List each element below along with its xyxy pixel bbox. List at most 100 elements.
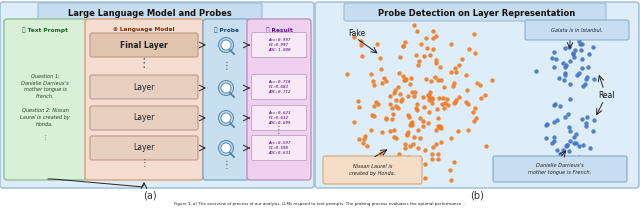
Point: [342, 72, 352, 76]
Point: [440, 101, 450, 104]
Point: [555, 105, 565, 108]
Point: [450, 100, 460, 103]
Point: [454, 63, 464, 67]
Circle shape: [221, 83, 231, 93]
Point: [446, 70, 456, 74]
Text: ⋮: ⋮: [221, 160, 231, 170]
Point: [401, 78, 412, 81]
Point: [416, 43, 426, 46]
Point: [372, 43, 382, 46]
Point: [531, 69, 541, 72]
Point: [431, 62, 441, 65]
Text: ⊕ Language Model: ⊕ Language Model: [113, 27, 175, 33]
Point: [420, 78, 431, 81]
Point: [565, 130, 575, 133]
Point: [487, 79, 497, 82]
Point: [461, 73, 471, 76]
Text: Probe Detection on Layer Representation: Probe Detection on Layer Representation: [378, 9, 575, 17]
Point: [542, 122, 552, 126]
Point: [564, 125, 574, 128]
Point: [395, 56, 405, 59]
Point: [559, 162, 569, 166]
Point: [412, 63, 422, 67]
Point: [562, 144, 572, 147]
Text: Layer: Layer: [133, 82, 155, 92]
Point: [548, 103, 559, 107]
Point: [581, 121, 591, 125]
Point: [554, 76, 564, 80]
Point: [397, 97, 407, 101]
Point: [433, 125, 444, 129]
Point: [371, 100, 381, 104]
Point: [357, 54, 367, 58]
Point: [428, 145, 438, 149]
Point: [405, 123, 415, 127]
Point: [391, 136, 401, 140]
Text: Figure 1: a) The overview of process of our analysis. LLMs respond to text promp: Figure 1: a) The overview of process of …: [175, 202, 465, 206]
FancyBboxPatch shape: [315, 2, 639, 188]
Point: [424, 95, 434, 99]
Point: [552, 148, 563, 152]
Point: [420, 149, 430, 152]
Point: [463, 129, 473, 132]
Point: [379, 76, 389, 80]
Point: [349, 120, 359, 123]
Point: [415, 136, 425, 140]
Text: Acc:0.623
F1:0.632
AUC:0.699: Acc:0.623 F1:0.632 AUC:0.699: [268, 111, 291, 125]
Point: [564, 98, 575, 101]
Text: ⋮: ⋮: [274, 125, 284, 135]
Point: [422, 47, 432, 50]
Point: [449, 82, 460, 85]
Point: [570, 48, 580, 52]
Point: [588, 46, 598, 49]
Text: Real: Real: [598, 91, 615, 99]
Text: 📋 Result: 📋 Result: [266, 27, 292, 33]
Point: [447, 85, 458, 88]
Text: Acc:0.997
F1:0.997
AUC:1.000: Acc:0.997 F1:0.997 AUC:1.000: [268, 38, 291, 52]
Point: [568, 52, 579, 55]
Point: [403, 155, 413, 159]
Point: [433, 124, 443, 127]
Point: [421, 36, 431, 40]
Point: [565, 83, 575, 86]
Point: [392, 178, 403, 181]
Point: [356, 40, 366, 43]
Point: [431, 34, 441, 38]
Point: [548, 135, 559, 138]
Point: [394, 153, 404, 156]
Point: [561, 65, 571, 68]
Point: [438, 85, 449, 89]
Point: [415, 116, 425, 119]
Point: [573, 155, 584, 159]
Point: [358, 141, 368, 145]
Point: [398, 74, 408, 78]
Point: [391, 98, 401, 101]
Point: [406, 120, 417, 124]
Point: [388, 136, 399, 139]
Point: [398, 44, 408, 47]
Point: [560, 116, 570, 119]
Text: ⋮: ⋮: [138, 56, 150, 69]
Point: [359, 137, 369, 141]
Point: [589, 118, 600, 121]
Text: Nissan Laurel is
created by Honda.: Nissan Laurel is created by Honda.: [349, 164, 396, 176]
Point: [409, 95, 419, 98]
Point: [435, 65, 445, 69]
Point: [365, 72, 376, 76]
Text: Danielle Darrieux's
mother tongue is French.: Danielle Darrieux's mother tongue is Fre…: [529, 163, 591, 175]
Point: [464, 47, 474, 50]
Point: [561, 144, 571, 147]
Point: [404, 115, 415, 119]
Point: [413, 146, 423, 150]
Point: [434, 96, 444, 99]
Point: [408, 143, 419, 146]
Point: [580, 168, 590, 172]
Point: [396, 99, 406, 103]
Point: [585, 146, 595, 150]
Point: [569, 141, 579, 144]
Point: [433, 78, 443, 82]
Point: [469, 33, 479, 36]
Point: [576, 48, 586, 52]
Point: [349, 36, 360, 39]
Point: [451, 70, 461, 74]
